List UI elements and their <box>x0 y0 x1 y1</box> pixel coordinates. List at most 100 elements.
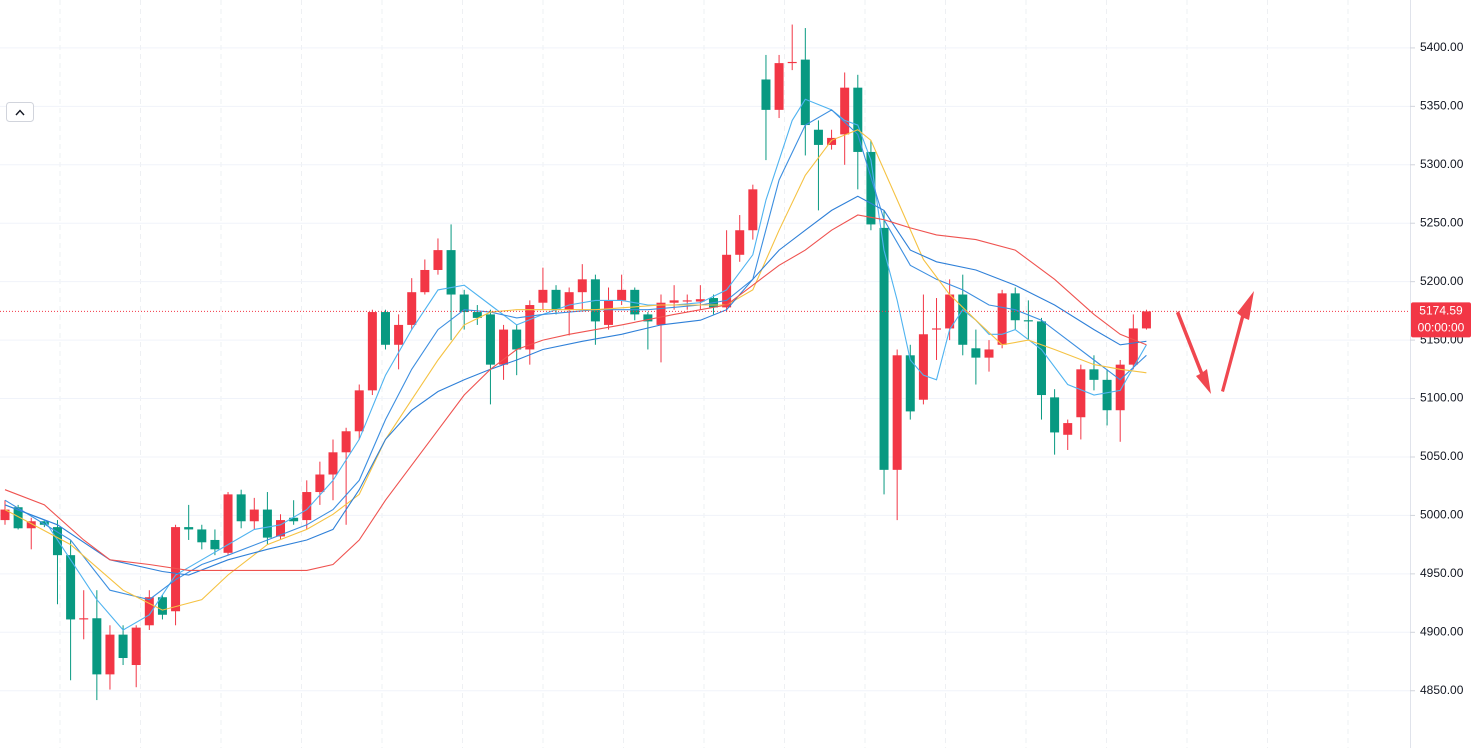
candle-body <box>315 474 325 493</box>
candle-body <box>118 634 128 659</box>
candle-body <box>66 555 76 620</box>
candle-body <box>840 87 850 135</box>
candle-body <box>289 517 299 522</box>
candle-body <box>26 521 36 529</box>
candle-body <box>105 634 115 675</box>
arrow-up <box>1221 291 1254 392</box>
y-tick-label: 5300.00 <box>1420 157 1464 171</box>
candle-body <box>1115 364 1125 411</box>
candle-body <box>499 329 509 365</box>
candle-body <box>617 289 627 301</box>
candle-body <box>932 328 942 330</box>
moving-average-line <box>4 214 1147 571</box>
candle-body <box>13 507 23 529</box>
candle-body <box>276 520 286 537</box>
candle-body <box>1063 423 1073 435</box>
candle-body <box>197 529 207 543</box>
candle-body <box>551 289 561 310</box>
candle-body <box>774 63 784 110</box>
candle-body <box>171 527 181 612</box>
candle-body <box>997 293 1007 345</box>
moving-average-line <box>4 98 1147 631</box>
collapse-button[interactable] <box>6 102 34 122</box>
candle-body <box>354 390 364 432</box>
candle-body <box>525 305 535 350</box>
candle-body <box>643 314 653 322</box>
candle-body <box>905 355 915 412</box>
y-tick-label: 5000.00 <box>1420 508 1464 522</box>
candle-body <box>236 494 246 522</box>
candle-body <box>787 61 797 64</box>
candle-body <box>1128 328 1138 365</box>
candle-body <box>538 289 548 303</box>
candle-body <box>157 597 167 615</box>
candle-body <box>249 509 259 522</box>
y-tick-label: 5200.00 <box>1420 274 1464 288</box>
candle-body <box>1036 321 1046 396</box>
candle-body <box>630 289 640 315</box>
candle-body <box>866 151 876 225</box>
y-tick-label: 4900.00 <box>1420 624 1464 638</box>
plot-area <box>0 24 1410 701</box>
candle-body <box>433 250 443 270</box>
chevron-up-icon[interactable] <box>15 109 25 116</box>
candle-body <box>958 294 968 345</box>
candle-body <box>1089 369 1099 380</box>
grid <box>0 0 1410 748</box>
candle-body <box>577 279 587 293</box>
last-price-label: 5174.59 <box>1419 304 1463 318</box>
candle-body <box>446 250 456 295</box>
candle-body <box>656 302 666 325</box>
candle-body <box>853 87 863 152</box>
arrow-down <box>1176 311 1211 394</box>
candle-body <box>223 494 233 553</box>
last-price-tag: 5174.59 00:00:00 <box>1411 302 1471 338</box>
button-frame[interactable] <box>6 102 34 122</box>
candle-body <box>39 521 49 525</box>
y-tick-label: 5400.00 <box>1420 40 1464 54</box>
candle-body <box>918 334 928 400</box>
candle-body <box>52 527 62 556</box>
countdown-label: 00:00:00 <box>1418 321 1465 335</box>
candle-body <box>879 227 889 470</box>
candle-body <box>800 59 810 126</box>
moving-average-line <box>4 109 1147 601</box>
candle-body <box>184 527 194 530</box>
candle-body <box>892 355 902 470</box>
candle-body <box>394 324 404 345</box>
candle-body <box>971 348 981 358</box>
candle-body <box>604 300 614 325</box>
candle-body <box>485 314 495 365</box>
candle-body <box>1023 320 1033 322</box>
candle-body <box>722 254 732 308</box>
candle-body <box>761 79 771 110</box>
candle-body <box>813 129 823 145</box>
candle-body <box>748 189 758 231</box>
candle-body <box>564 292 574 310</box>
candle-body <box>92 618 102 675</box>
candle-body <box>735 230 745 255</box>
candle-body <box>1141 311 1151 329</box>
y-tick-label: 5050.00 <box>1420 449 1464 463</box>
candle-body <box>1102 379 1112 411</box>
candle-body <box>512 329 522 350</box>
moving-average-line <box>4 195 1147 576</box>
candle-body <box>79 618 89 620</box>
candle-body <box>367 312 377 391</box>
y-tick-label: 4950.00 <box>1420 566 1464 580</box>
candle-body <box>420 269 430 293</box>
candle-body <box>1050 397 1060 433</box>
candle-body <box>1076 369 1086 418</box>
candle-body <box>695 299 705 302</box>
candle-body <box>341 431 351 453</box>
candle-body <box>131 627 141 666</box>
candle-body <box>827 137 837 145</box>
candle-body <box>669 300 679 303</box>
price-axis: 4850.00 4900.00 4950.00 5000.00 5050.00 5100.… <box>1410 40 1464 697</box>
candle-body <box>0 509 10 521</box>
candle-body <box>302 492 312 521</box>
candle-body <box>262 509 272 538</box>
candle-body <box>210 539 220 550</box>
y-tick-label: 5350.00 <box>1420 99 1464 113</box>
